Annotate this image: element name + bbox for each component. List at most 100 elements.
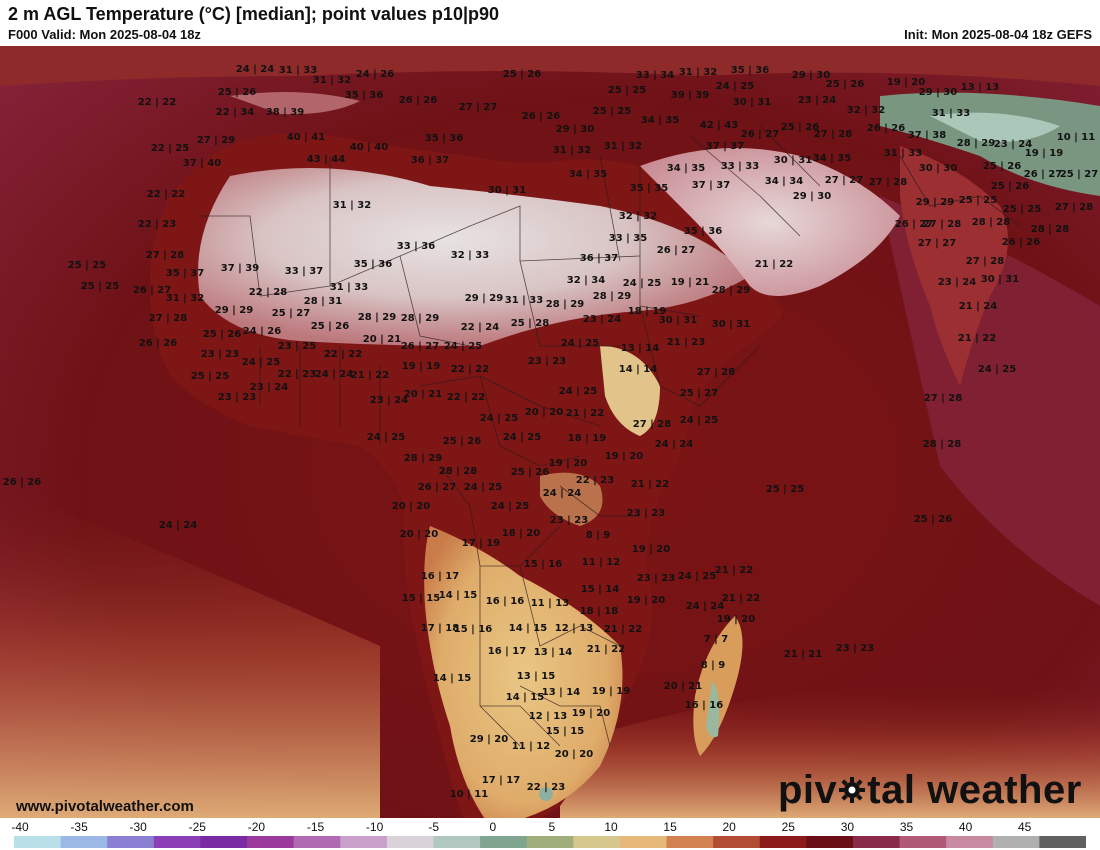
point-value-label: 31 | 33 — [330, 282, 368, 293]
point-value-label: 23 | 23 — [627, 508, 665, 519]
point-value-label: 27 | 28 — [1055, 202, 1093, 213]
point-value-label: 21 | 22 — [958, 333, 996, 344]
colorbar-tick-label: 25 — [781, 820, 795, 834]
point-value-label: 25 | 25 — [766, 484, 804, 495]
brand-logo: piv tal weather — [778, 768, 1082, 813]
point-value-label: 28 | 29 — [546, 299, 584, 310]
point-value-label: 34 | 34 — [765, 176, 803, 187]
point-value-label: 22 | 22 — [147, 189, 185, 200]
colorbar-segment — [153, 836, 201, 848]
point-value-label: 24 | 25 — [561, 338, 599, 349]
point-value-label: 27 | 28 — [697, 367, 735, 378]
point-value-label: 11 | 12 — [512, 741, 550, 752]
point-value-label: 20 | 20 — [392, 501, 430, 512]
point-value-label: 20 | 20 — [525, 407, 563, 418]
point-value-label: 26 | 27 — [741, 129, 779, 140]
point-value-label: 33 | 37 — [285, 266, 323, 277]
point-value-label: 23 | 23 — [550, 515, 588, 526]
point-value-label: 12 | 13 — [529, 711, 567, 722]
point-value-label: 23 | 24 — [994, 139, 1032, 150]
colorbar-tick-label: 10 — [604, 820, 618, 834]
point-value-label: 29 | 30 — [793, 191, 831, 202]
point-value-label: 25 | 26 — [311, 321, 349, 332]
point-value-label: 16 | 17 — [421, 571, 459, 582]
point-value-label: 21 | 22 — [587, 644, 625, 655]
colorbar-tick-label: 15 — [663, 820, 677, 834]
point-value-label: 31 | 33 — [932, 108, 970, 119]
point-value-label: 20 | 21 — [404, 389, 442, 400]
point-value-label: 36 | 37 — [411, 155, 449, 166]
point-value-label: 13 | 14 — [534, 647, 572, 658]
point-value-label: 17 | 17 — [482, 775, 520, 786]
point-value-label: 19 | 20 — [632, 544, 670, 555]
point-value-label: 24 | 24 — [236, 64, 274, 75]
colorbar-segment — [759, 836, 807, 848]
point-value-label: 31 | 32 — [604, 141, 642, 152]
point-value-label: 33 | 36 — [397, 241, 435, 252]
point-value-label: 34 | 35 — [667, 163, 705, 174]
point-value-label: 27 | 28 — [924, 393, 962, 404]
point-value-label: 25 | 28 — [511, 318, 549, 329]
colorbar — [14, 836, 1086, 848]
point-value-label: 30 | 31 — [733, 97, 771, 108]
colorbar-segment — [247, 836, 295, 848]
point-value-label: 23 | 24 — [250, 382, 288, 393]
point-value-label: 25 | 26 — [826, 79, 864, 90]
point-value-label: 24 | 25 — [680, 415, 718, 426]
point-value-label: 24 | 25 — [444, 341, 482, 352]
point-value-label: 23 | 23 — [637, 573, 675, 584]
point-value-label: 26 | 27 — [401, 341, 439, 352]
point-value-label: 35 | 36 — [684, 226, 722, 237]
colorbar-segment — [992, 836, 1040, 848]
point-value-label: 27 | 28 — [149, 313, 187, 324]
point-value-label: 28 | 28 — [972, 217, 1010, 228]
point-value-label: 26 | 27 — [895, 219, 933, 230]
point-value-label: 42 | 43 — [700, 120, 738, 131]
point-value-label: 22 | 22 — [447, 392, 485, 403]
country-borders — [200, 125, 1021, 747]
point-value-label: 15 | 15 — [546, 726, 584, 737]
point-value-label: 35 | 36 — [345, 90, 383, 101]
point-value-label: 28 | 28 — [439, 466, 477, 477]
colorbar-tick-label: 30 — [840, 820, 855, 834]
point-value-label: 27 | 27 — [459, 102, 497, 113]
point-value-label: 28 | 29 — [957, 138, 995, 149]
point-value-label: 31 | 32 — [553, 145, 591, 156]
point-value-label: 25 | 26 — [511, 467, 549, 478]
temperature-map[interactable]: 24 | 24 31 | 33 24 | 26 25 | 26 33 | 34 31 | … — [0, 46, 1100, 818]
point-value-label: 13 | 14 — [542, 687, 580, 698]
point-value-label: 23 | 24 — [370, 395, 408, 406]
point-value-label: 21 | 22 — [715, 565, 753, 576]
init-time: Init: Mon 2025-08-04 18z GEFS — [904, 27, 1092, 42]
point-value-label: 26 | 27 — [1024, 169, 1062, 180]
point-value-label: 27 | 28 — [146, 250, 184, 261]
point-value-label: 14 | 15 — [433, 673, 471, 684]
point-value-label: 24 | 26 — [243, 326, 281, 337]
point-value-label: 29 | 30 — [919, 87, 957, 98]
colorbar-segment — [14, 836, 62, 848]
colorbar-segment — [386, 836, 434, 848]
point-value-label: 33 | 35 — [609, 233, 647, 244]
point-value-label: 27 | 28 — [814, 129, 852, 140]
point-value-label: 23 | 24 — [938, 277, 976, 288]
point-value-label: 28 | 29 — [358, 312, 396, 323]
point-value-label: 40 | 40 — [350, 142, 388, 153]
colorbar-tick-label: 0 — [489, 820, 497, 834]
map-title: 2 m AGL Temperature (°C) [median]; point… — [8, 4, 500, 24]
point-value-label: 27 | 28 — [966, 256, 1004, 267]
point-value-label: 31 | 32 — [166, 293, 204, 304]
point-value-label: 22 | 22 — [138, 97, 176, 108]
point-value-label: 22 | 23 — [527, 782, 565, 793]
point-value-label: 15 | 16 — [524, 559, 562, 570]
point-value-label: 34 | 35 — [813, 153, 851, 164]
point-value-label: 32 | 32 — [619, 211, 657, 222]
point-value-label: 38 | 39 — [266, 107, 304, 118]
colorbar-segment — [200, 836, 248, 848]
point-value-label: 20 | 20 — [400, 529, 438, 540]
colorbar-segment — [806, 836, 854, 848]
point-value-label: 14 | 15 — [509, 623, 547, 634]
point-value-label: 21 | 22 — [722, 593, 760, 604]
point-value-label: 32 | 34 — [567, 275, 605, 286]
point-value-label: 28 | 29 — [401, 313, 439, 324]
point-value-label: 34 | 35 — [641, 115, 679, 126]
